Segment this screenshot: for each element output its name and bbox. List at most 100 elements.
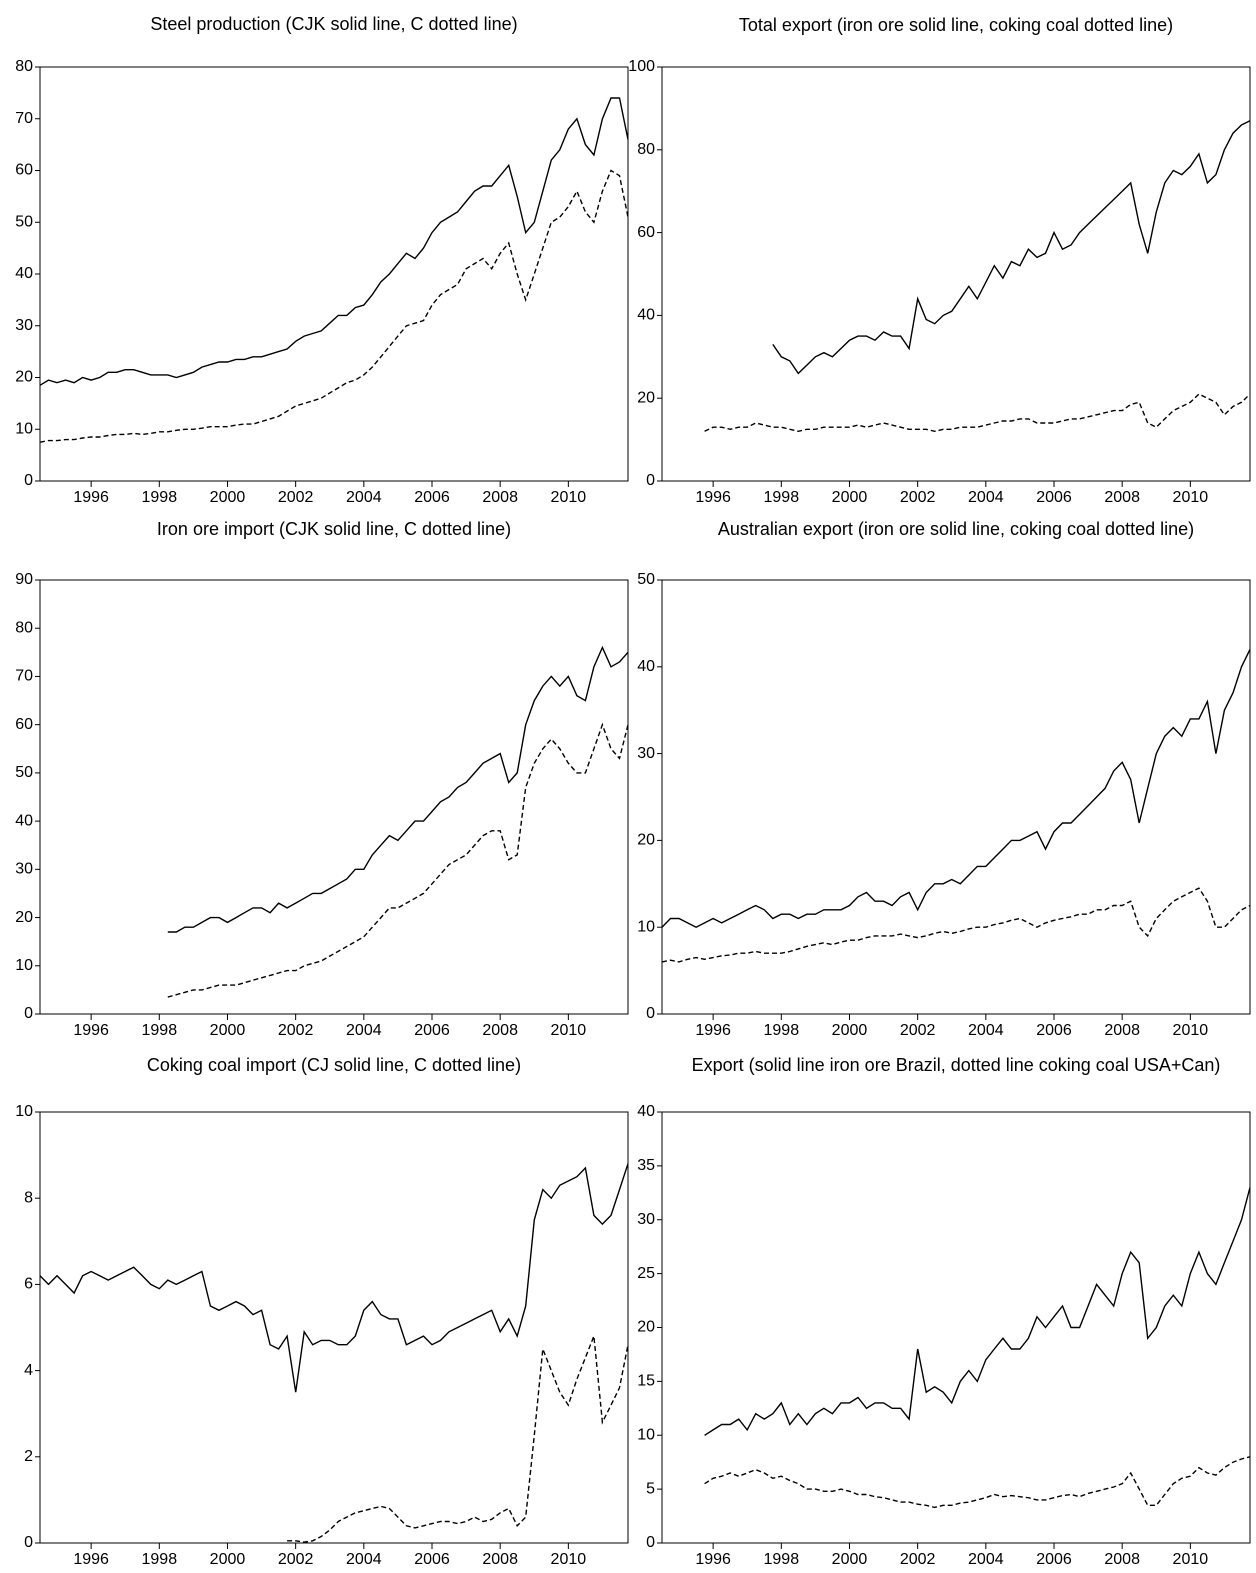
y-tick-label: 20 — [15, 369, 33, 386]
x-tick-label: 2002 — [278, 1551, 314, 1568]
x-tick-label: 2006 — [414, 489, 450, 506]
x-tick-label: 1996 — [695, 1551, 731, 1568]
x-tick-label: 2008 — [1104, 1022, 1140, 1039]
y-tick-label: 40 — [637, 307, 655, 324]
x-tick-label: 2006 — [1036, 489, 1072, 506]
panel: Steel production (CJK solid line, C dott… — [15, 14, 629, 506]
y-tick-label: 90 — [15, 571, 33, 588]
x-tick-label: 2008 — [482, 489, 518, 506]
x-tick-label: 2000 — [832, 1022, 868, 1039]
y-tick-label: 60 — [15, 162, 33, 179]
y-tick-label: 10 — [15, 957, 33, 974]
data-line — [39, 169, 629, 443]
x-tick-label: 2000 — [832, 1551, 868, 1568]
x-tick-label: 2000 — [210, 1551, 246, 1568]
x-tick-label: 2000 — [210, 489, 246, 506]
y-tick-label: 20 — [15, 909, 33, 926]
y-tick-label: 40 — [637, 1103, 655, 1120]
y-tick-label: 2 — [24, 1448, 33, 1465]
x-tick-label: 1998 — [142, 1022, 178, 1039]
x-tick-label: 1996 — [73, 1551, 109, 1568]
x-tick-label: 2006 — [414, 1551, 450, 1568]
data-line — [39, 97, 629, 386]
x-tick-label: 2002 — [278, 489, 314, 506]
y-tick-label: 20 — [637, 389, 655, 406]
y-tick-label: 10 — [15, 420, 33, 437]
y-tick-label: 50 — [637, 571, 655, 588]
x-tick-label: 2008 — [1104, 1551, 1140, 1568]
chart-title: Export (solid line iron ore Brazil, dott… — [692, 1055, 1221, 1075]
x-tick-label: 2004 — [968, 489, 1004, 506]
chart-title: Coking coal import (CJ solid line, C dot… — [147, 1055, 521, 1075]
x-tick-label: 1996 — [73, 1022, 109, 1039]
data-line — [704, 393, 1251, 433]
y-tick-label: 10 — [637, 1426, 655, 1443]
y-tick-label: 80 — [637, 141, 655, 158]
data-line — [167, 645, 629, 933]
x-tick-label: 1996 — [73, 489, 109, 506]
data-line — [704, 1456, 1251, 1509]
x-tick-label: 2004 — [968, 1022, 1004, 1039]
y-tick-label: 0 — [24, 1005, 33, 1022]
y-tick-label: 20 — [637, 1319, 655, 1336]
plot-frame — [661, 1111, 1251, 1544]
x-tick-label: 2010 — [551, 489, 587, 506]
y-tick-label: 30 — [15, 317, 33, 334]
y-tick-label: 8 — [24, 1189, 33, 1206]
data-line — [287, 1335, 629, 1543]
x-tick-label: 2008 — [482, 1551, 518, 1568]
x-tick-label: 2008 — [482, 1022, 518, 1039]
chart-title: Iron ore import (CJK solid line, C dotte… — [157, 519, 511, 539]
y-tick-label: 30 — [637, 745, 655, 762]
y-tick-label: 4 — [24, 1362, 33, 1379]
plot-frame — [661, 579, 1251, 1015]
x-tick-label: 1998 — [764, 1551, 800, 1568]
x-tick-label: 2002 — [900, 1551, 936, 1568]
x-tick-label: 2004 — [346, 1022, 382, 1039]
x-tick-label: 2000 — [210, 1022, 246, 1039]
x-tick-label: 1996 — [695, 489, 731, 506]
panel: Iron ore import (CJK solid line, C dotte… — [15, 519, 629, 1039]
data-line — [661, 649, 1251, 928]
data-line — [167, 722, 629, 998]
data-line — [772, 120, 1251, 375]
x-tick-label: 2004 — [968, 1551, 1004, 1568]
y-tick-label: 0 — [646, 1005, 655, 1022]
y-tick-label: 80 — [15, 58, 33, 75]
x-tick-label: 2002 — [278, 1022, 314, 1039]
x-tick-label: 2006 — [414, 1022, 450, 1039]
y-tick-label: 80 — [15, 619, 33, 636]
x-tick-label: 2006 — [1036, 1022, 1072, 1039]
x-tick-label: 2004 — [346, 489, 382, 506]
y-tick-label: 0 — [646, 1534, 655, 1551]
y-tick-label: 10 — [15, 1103, 33, 1120]
y-tick-label: 40 — [15, 812, 33, 829]
plot-frame — [39, 1111, 629, 1544]
y-tick-label: 0 — [24, 472, 33, 489]
data-line — [661, 887, 1251, 963]
y-tick-label: 40 — [637, 658, 655, 675]
y-tick-label: 30 — [15, 861, 33, 878]
y-tick-label: 70 — [15, 668, 33, 685]
y-tick-label: 100 — [628, 58, 655, 75]
x-tick-label: 2010 — [1173, 1022, 1209, 1039]
x-tick-label: 2006 — [1036, 1551, 1072, 1568]
y-tick-label: 25 — [637, 1265, 655, 1282]
panel: Total export (iron ore solid line, cokin… — [628, 15, 1251, 506]
y-tick-label: 60 — [15, 716, 33, 733]
x-tick-label: 2010 — [1173, 1551, 1209, 1568]
x-tick-label: 2004 — [346, 1551, 382, 1568]
x-tick-label: 1998 — [764, 489, 800, 506]
plot-frame — [39, 579, 629, 1015]
chart-title: Australian export (iron ore solid line, … — [718, 519, 1194, 539]
chart-title: Steel production (CJK solid line, C dott… — [150, 14, 517, 34]
y-tick-label: 30 — [637, 1211, 655, 1228]
x-tick-label: 2010 — [551, 1022, 587, 1039]
y-tick-label: 0 — [646, 472, 655, 489]
y-tick-label: 40 — [15, 265, 33, 282]
y-tick-label: 20 — [637, 832, 655, 849]
y-tick-label: 0 — [24, 1534, 33, 1551]
y-tick-label: 50 — [15, 764, 33, 781]
x-tick-label: 1996 — [695, 1022, 731, 1039]
